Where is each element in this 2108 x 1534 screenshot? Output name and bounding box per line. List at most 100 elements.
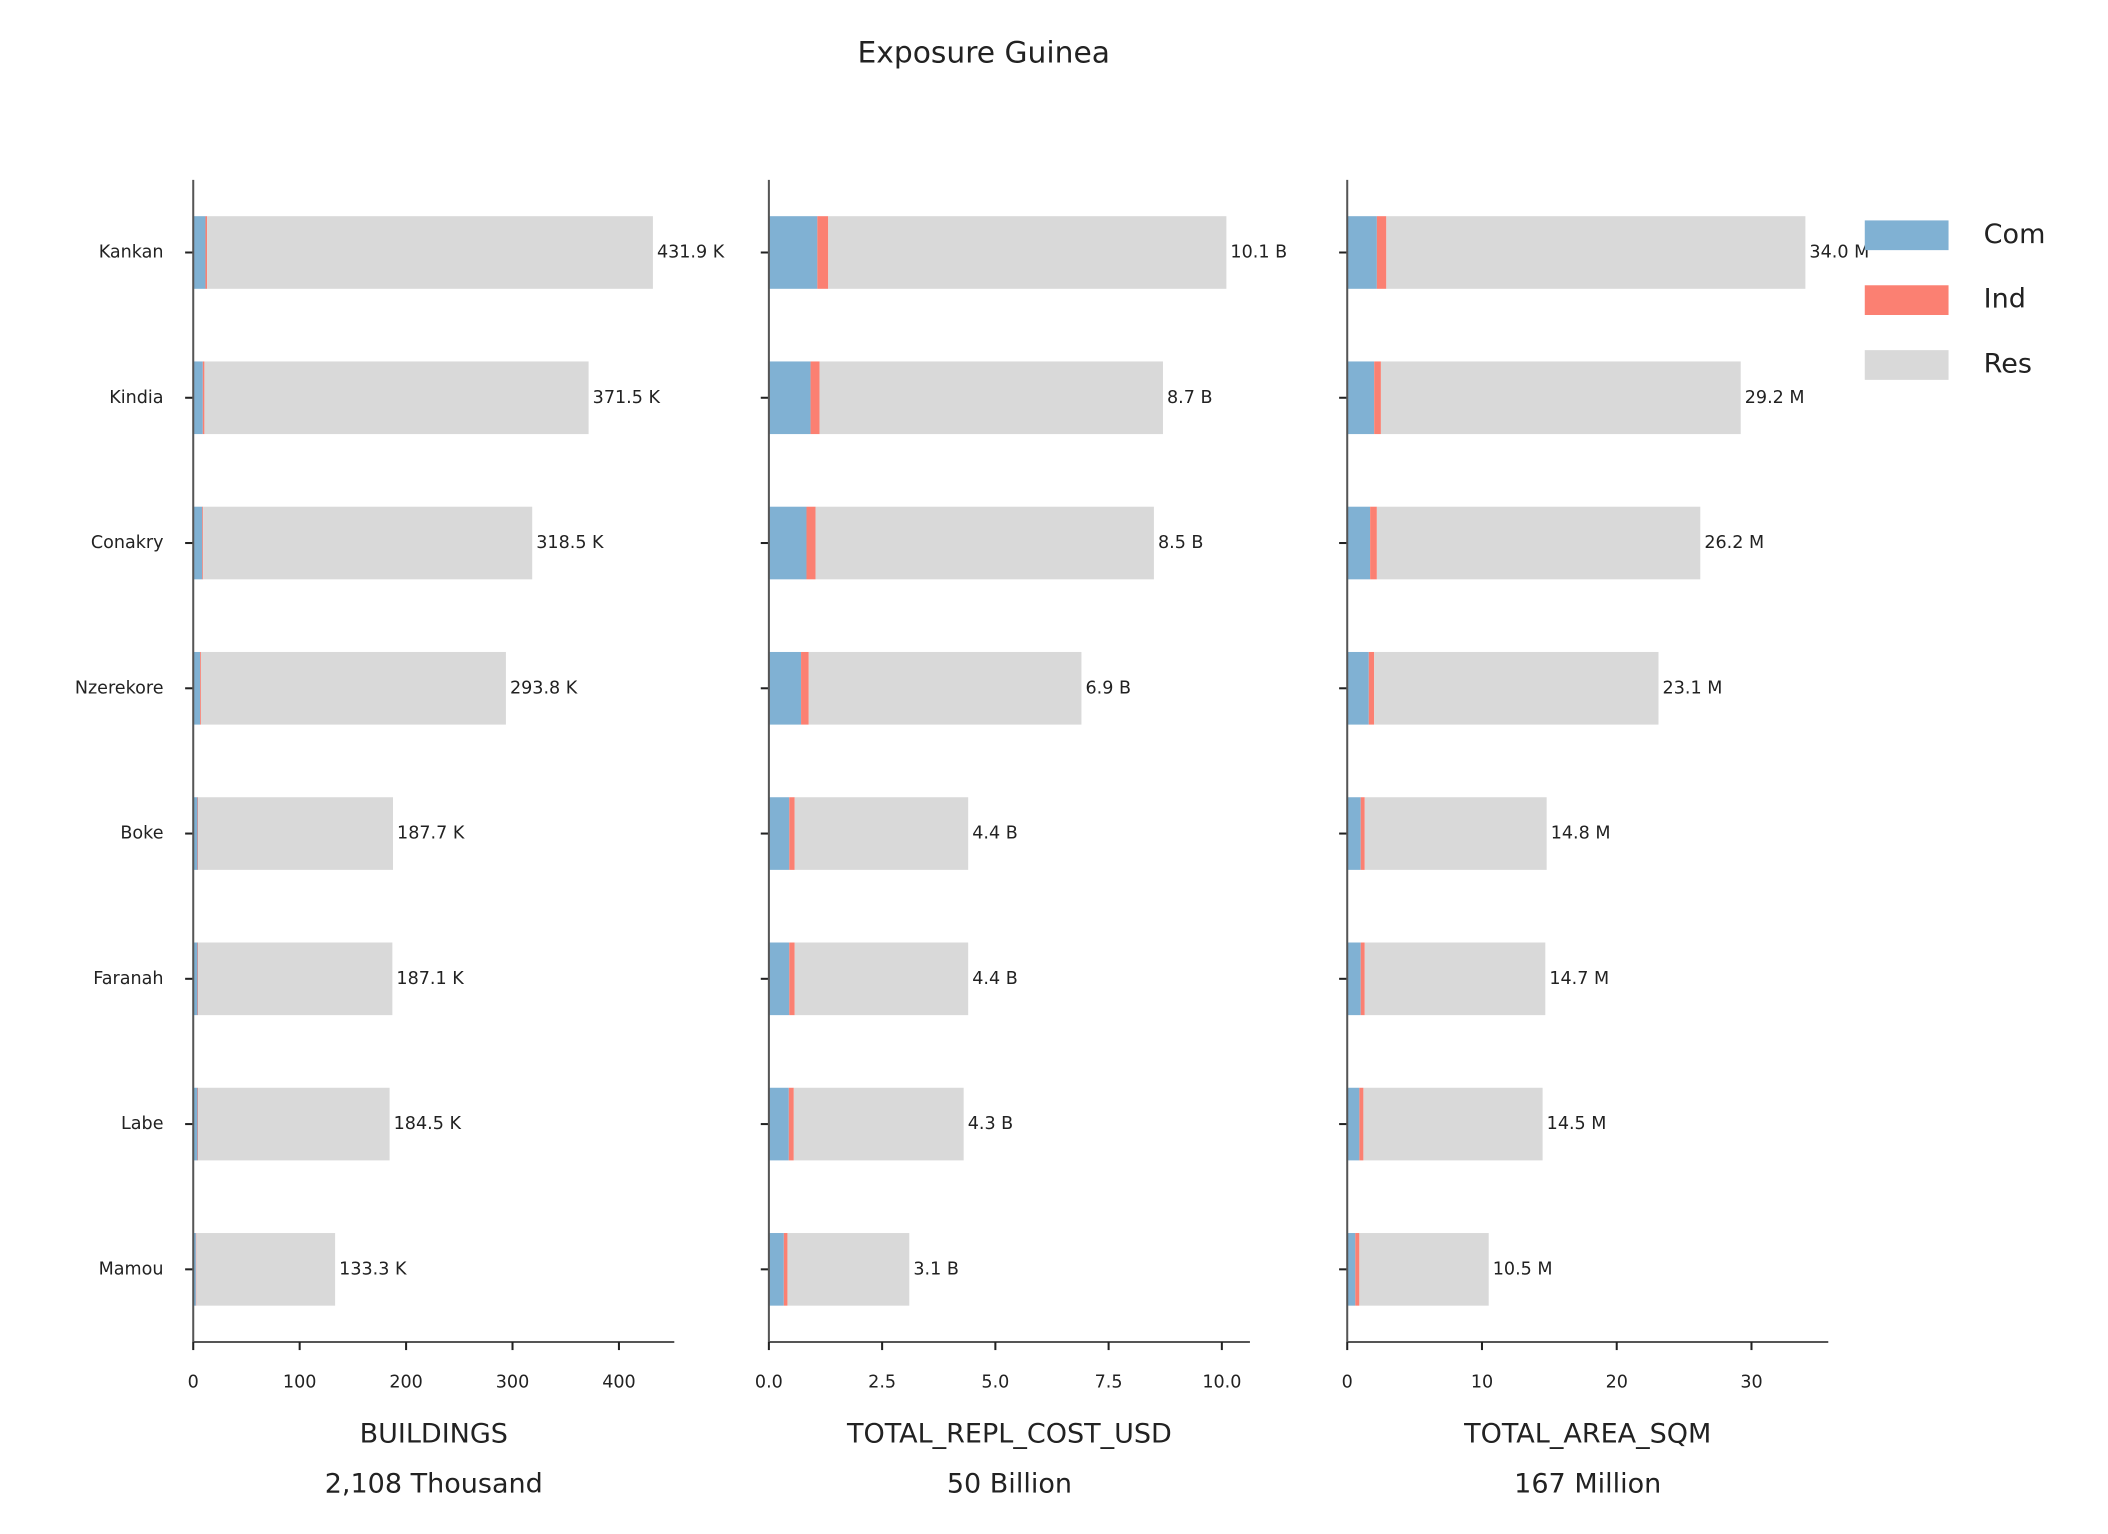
bar-segment — [801, 651, 809, 725]
legend-swatch — [1864, 285, 1949, 315]
bar-segment — [193, 216, 206, 289]
total-label: 133.3 K — [339, 1259, 407, 1279]
bar-segment — [193, 797, 198, 870]
total-label: 4.4 B — [972, 824, 1018, 844]
total-label: 4.4 B — [972, 969, 1018, 989]
bar-segment — [1347, 506, 1371, 580]
total-label: 14.8 M — [1551, 824, 1611, 844]
bar-segment — [1347, 797, 1361, 870]
bar-segment — [1347, 361, 1375, 435]
bar-segment — [768, 942, 790, 1016]
bar-segment — [788, 1087, 794, 1161]
bar-segment — [1386, 216, 1806, 289]
x-axis-sublabel: 2,108 Thousand — [325, 1469, 543, 1500]
x-tick-label: 0.0 — [755, 1373, 783, 1393]
total-label: 4.3 B — [968, 1114, 1014, 1134]
total-label: 34.0 M — [1809, 242, 1869, 262]
bar-segment — [768, 1233, 784, 1306]
bar-segment — [768, 1087, 789, 1161]
figure-title: Exposure Guinea — [857, 36, 1109, 71]
bar-segment — [193, 1233, 196, 1306]
bar-segment — [207, 216, 653, 289]
bar-segment — [1364, 797, 1547, 870]
bar-segment — [205, 216, 208, 289]
bar-segment — [197, 797, 199, 870]
bar-segment — [789, 797, 795, 870]
x-tick-label: 10 — [1471, 1373, 1493, 1393]
bar-segment — [1363, 1087, 1543, 1161]
bar-segment — [200, 651, 202, 725]
bar-segment — [196, 1233, 336, 1306]
bar-segment — [193, 1087, 198, 1161]
legend-label: Res — [1984, 348, 2032, 379]
bar-segment — [198, 1087, 390, 1161]
x-tick-label: 300 — [496, 1373, 529, 1393]
total-label: 10.5 M — [1493, 1259, 1553, 1279]
bar-segment — [768, 216, 818, 289]
total-label: 29.2 M — [1745, 388, 1805, 408]
x-axis-label: TOTAL_AREA_SQM — [1463, 1419, 1711, 1450]
total-label: 6.9 B — [1085, 678, 1131, 698]
x-tick-label: 0 — [1342, 1373, 1353, 1393]
bar-segment — [197, 1087, 199, 1161]
bar-segment — [1374, 651, 1659, 725]
bar-segment — [1374, 361, 1381, 435]
bar-segment — [1355, 1233, 1360, 1306]
bar-segment — [193, 942, 198, 1016]
bar-segment — [197, 942, 199, 1016]
bar-segment — [768, 361, 811, 435]
bar-segment — [198, 942, 393, 1016]
x-tick-label: 400 — [602, 1373, 636, 1393]
y-tick-label: Kindia — [109, 388, 163, 408]
bar-segment — [203, 506, 533, 580]
bar-segment — [768, 651, 802, 725]
x-tick-label: 7.5 — [1095, 1373, 1123, 1393]
y-tick-label: Nzerekore — [75, 678, 164, 698]
total-label: 318.5 K — [536, 533, 604, 553]
bar-segment — [1359, 1087, 1364, 1161]
bar-segment — [1347, 942, 1361, 1016]
bar-segment — [819, 361, 1163, 435]
bar-segment — [1347, 651, 1369, 725]
y-tick-label: Boke — [120, 824, 163, 844]
x-axis-sublabel: 167 Million — [1514, 1469, 1661, 1500]
legend-label: Com — [1984, 219, 2046, 250]
bar-segment — [204, 361, 589, 435]
bar-segment — [808, 651, 1082, 725]
x-axis-sublabel: 50 Billion — [947, 1469, 1072, 1500]
bar-segment — [787, 1233, 910, 1306]
total-label: 184.5 K — [394, 1114, 462, 1134]
bar-segment — [193, 506, 203, 580]
y-tick-label: Labe — [121, 1114, 163, 1134]
bar-segment — [1360, 797, 1365, 870]
bar-segment — [1368, 651, 1375, 725]
total-label: 8.5 B — [1158, 533, 1204, 553]
x-tick-label: 30 — [1740, 1373, 1762, 1393]
total-label: 14.5 M — [1547, 1114, 1607, 1134]
total-label: 293.8 K — [510, 678, 578, 698]
x-tick-label: 0 — [188, 1373, 199, 1393]
bar-segment — [789, 942, 795, 1016]
total-label: 187.7 K — [397, 824, 465, 844]
y-tick-label: Faranah — [93, 969, 163, 989]
bar-segment — [828, 216, 1227, 289]
legend-swatch — [1864, 220, 1949, 251]
bar-segment — [806, 506, 816, 580]
total-label: 10.1 B — [1230, 242, 1287, 262]
bar-segment — [815, 506, 1154, 580]
bar-segment — [1359, 1233, 1489, 1306]
total-label: 3.1 B — [913, 1259, 959, 1279]
bar-segment — [193, 361, 203, 435]
legend-swatch — [1864, 350, 1949, 380]
total-label: 431.9 K — [657, 242, 725, 262]
bar-segment — [1370, 506, 1377, 580]
x-axis-label: BUILDINGS — [360, 1419, 508, 1450]
bar-segment — [1347, 1233, 1356, 1306]
bar-segment — [1347, 1087, 1360, 1161]
bar-segment — [193, 651, 201, 725]
x-tick-label: 2.5 — [868, 1373, 896, 1393]
legend-label: Ind — [1984, 284, 2026, 315]
bar-segment — [768, 797, 790, 870]
